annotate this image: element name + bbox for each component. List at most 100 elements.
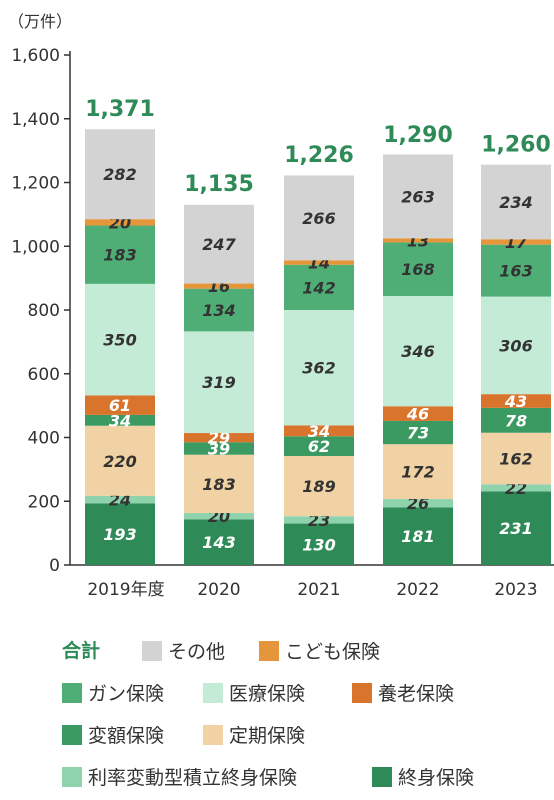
data-label: 350 — [103, 331, 136, 350]
x-tick-label: 2022 — [396, 580, 439, 600]
legend-label: 利率変動型積立終身保険 — [88, 767, 297, 789]
data-label: 172 — [401, 463, 434, 482]
bar-segment — [383, 154, 453, 239]
data-label: 168 — [401, 260, 434, 279]
legend-swatch — [352, 683, 372, 703]
bar-segment — [184, 442, 254, 455]
y-tick-label: 800 — [28, 301, 60, 321]
x-tick-label: 2021 — [297, 580, 340, 600]
data-label: 231 — [499, 519, 532, 538]
total-label: 1,260 — [481, 132, 551, 157]
bar-segment — [383, 420, 453, 445]
data-label: 282 — [103, 165, 136, 184]
x-tick-label: 2019年度 — [87, 580, 164, 600]
data-label: 193 — [103, 525, 136, 544]
bar-segment — [383, 406, 453, 421]
y-tick-label: 600 — [28, 365, 60, 385]
bar-segment — [284, 436, 354, 456]
bar-segment — [481, 239, 551, 245]
y-tick-label: 1,200 — [11, 174, 60, 194]
data-label: 319 — [202, 373, 235, 392]
bar-segment — [383, 238, 453, 243]
bar-segment — [85, 225, 155, 284]
bar-segment — [481, 491, 551, 565]
data-label: 29 — [208, 429, 230, 448]
bar-segment — [284, 175, 354, 261]
data-label: 181 — [401, 527, 434, 546]
bar-segment — [184, 454, 254, 514]
bar-segment — [383, 242, 453, 296]
data-label: 247 — [202, 235, 236, 254]
bar-segment — [85, 129, 155, 220]
bar-segment — [85, 414, 155, 426]
legend-label: 養老保険 — [378, 683, 454, 705]
total-label: 1,290 — [383, 123, 453, 148]
data-label: 46 — [406, 405, 429, 424]
total-label: 1,135 — [184, 172, 254, 197]
legend-swatch — [62, 683, 82, 703]
data-label: 263 — [401, 187, 434, 206]
legend-swatch — [372, 767, 392, 787]
y-tick-label: 0 — [49, 556, 60, 576]
legend-swatch — [62, 767, 82, 787]
data-label: 183 — [202, 475, 235, 494]
bar-segment — [383, 295, 453, 407]
legend-label: ガン保険 — [88, 683, 164, 705]
bar-segment — [184, 513, 254, 520]
data-label: 62 — [308, 437, 330, 456]
bar-segment — [85, 495, 155, 504]
legend-swatch — [203, 683, 223, 703]
data-label: 162 — [499, 450, 532, 469]
unit-label: （万件） — [8, 12, 72, 31]
data-label: 266 — [302, 209, 335, 228]
legend-label: その他 — [168, 641, 225, 663]
data-label: 134 — [202, 301, 235, 320]
legend-swatch — [62, 725, 82, 745]
legend-total-label: 合計 — [62, 639, 100, 662]
data-label: 73 — [407, 424, 429, 443]
y-tick-label: 200 — [28, 492, 60, 512]
bar-segment — [85, 425, 155, 496]
bar-segment — [481, 394, 551, 408]
bar-segment — [383, 507, 453, 565]
bar-segment — [481, 164, 551, 240]
bar-segment — [184, 288, 254, 332]
data-label: 78 — [505, 411, 527, 430]
legend-label: こども保険 — [285, 641, 380, 663]
bar-segment — [284, 523, 354, 565]
bar-segment — [284, 425, 354, 437]
x-tick-label: 2023 — [494, 580, 537, 600]
bar-segment — [481, 244, 551, 297]
data-label: 43 — [504, 392, 527, 411]
bar-segment — [284, 260, 354, 265]
y-tick-label: 1,000 — [11, 237, 60, 257]
total-label: 1,371 — [85, 97, 155, 122]
data-label: 362 — [302, 359, 335, 378]
bar-segment — [481, 296, 551, 395]
bar-segment — [184, 283, 254, 289]
data-label: 142 — [302, 278, 335, 297]
bar-segment — [481, 484, 551, 492]
total-label: 1,226 — [284, 143, 354, 168]
bar-segment — [85, 503, 155, 565]
bar-segment — [85, 395, 155, 415]
data-label: 61 — [109, 396, 131, 415]
bar-segment — [184, 519, 254, 565]
bar-segment — [184, 331, 254, 434]
legend-label: 変額保険 — [88, 725, 164, 747]
data-label: 183 — [103, 246, 136, 265]
bar-segment — [481, 407, 551, 433]
data-label: 234 — [499, 193, 532, 212]
bar-segment — [383, 499, 453, 508]
bar-segment — [383, 444, 453, 500]
bar-segment — [85, 283, 155, 396]
legend-swatch — [259, 641, 279, 661]
legend-label: 医療保険 — [229, 683, 305, 705]
data-label: 143 — [202, 533, 235, 552]
legend-swatch — [142, 641, 162, 661]
x-tick-label: 2020 — [197, 580, 240, 600]
bar-segment — [284, 264, 354, 310]
y-tick-label: 1,400 — [11, 110, 60, 130]
